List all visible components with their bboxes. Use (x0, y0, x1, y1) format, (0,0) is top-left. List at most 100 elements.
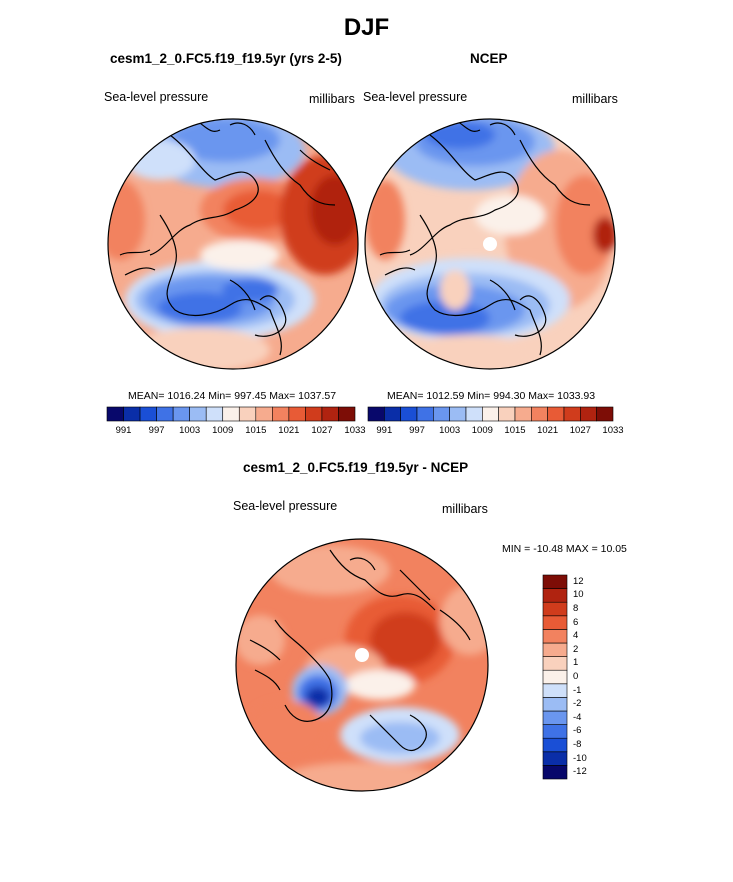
diff-colorbar-swatch (542, 765, 568, 780)
diff-colorbar-tick-label: 2 (573, 643, 579, 655)
diff-stats-text: MIN = -10.48 MAX = 10.05 (502, 543, 627, 555)
obs-colorbar-swatch (449, 406, 467, 422)
obs-pole-mask (483, 237, 497, 251)
diff-colorbar-tick-label: -2 (573, 698, 582, 710)
diff-polar-map (235, 538, 489, 792)
diff-colorbar-swatch (542, 737, 568, 753)
diff-colorbar-tick-label: 0 (573, 671, 579, 682)
diff-colorbar-swatch (542, 629, 568, 644)
diff-colorbar-tick-label: 10 (573, 589, 584, 601)
model-colorbar-tick-label: 997 (148, 425, 165, 436)
obs-colorbar-swatch (367, 406, 385, 422)
diff-colorbar-swatch (542, 574, 568, 589)
diff-colorbar-tick-label: -1 (573, 684, 582, 696)
obs-colorbar-tick-label: 997 (409, 425, 425, 436)
diff-panel-title: cesm1_2_0.FC5.f19_f19.5yr - NCEP (243, 460, 469, 475)
obs-colorbar-swatch (416, 406, 434, 422)
obs-stats-text: MEAN= 1012.59 Min= 994.30 Max= 1033.93 (387, 390, 596, 402)
diff-colorbar-tick-label: 1 (573, 657, 579, 669)
obs-colorbar-tick-label: 1003 (439, 425, 461, 436)
figure-title: DJF (343, 14, 390, 41)
model-colorbar-swatch (305, 406, 323, 422)
obs-colorbar-tick-label: 1009 (471, 425, 493, 436)
model-polar-map (107, 118, 359, 370)
obs-colorbar-swatch (514, 406, 532, 422)
diff-units-label: millibars (442, 502, 488, 516)
diff-colorbar-swatch (542, 615, 568, 630)
obs-colorbar-tick-label: 1015 (504, 425, 526, 436)
model-colorbar-tick-label: 1003 (179, 425, 201, 436)
model-variable-label: Sea-level pressure (104, 90, 209, 104)
obs-colorbar-tick-label: 1021 (537, 425, 559, 436)
obs-colorbar-swatch (384, 406, 401, 422)
obs-polar-map (364, 118, 616, 370)
obs-colorbar-swatch (433, 406, 450, 422)
diff-colorbar-tick-label: -6 (573, 725, 582, 737)
diff-colorbar-tick-label: 8 (573, 603, 579, 614)
obs-variable-label: Sea-level pressure (363, 90, 468, 104)
model-colorbar-swatch (189, 406, 207, 422)
model-colorbar-tick-label: 1015 (245, 425, 267, 436)
obs-colorbar-swatch (465, 406, 483, 422)
diff-colorbar-tick-label: -10 (573, 752, 587, 764)
model-colorbar-tick-label: 1009 (212, 425, 234, 436)
model-colorbar-tick-label: 1021 (278, 425, 300, 436)
model-coastlines (119, 119, 336, 356)
model-colorbar-swatch (338, 406, 356, 422)
model-panel-title: cesm1_2_0.FC5.f19_f19.5yr (yrs 2-5) (110, 51, 342, 66)
obs-panel-title: NCEP (470, 51, 508, 66)
obs-colorbar-swatch (531, 406, 548, 422)
model-colorbar-swatch (205, 406, 224, 422)
diff-colorbar-swatch (542, 669, 568, 685)
model-colorbar-swatch (139, 406, 157, 422)
diff-colorbar-swatch (542, 724, 568, 739)
diff-variable-label: Sea-level pressure (233, 499, 338, 513)
diff-colorbar-tick-label: 6 (573, 616, 579, 628)
diff-colorbar-swatch (542, 642, 568, 657)
diff-colorbar-tick-label: 12 (573, 575, 584, 587)
diff-colorbar-tick-label: -12 (573, 766, 587, 778)
obs-colorbar-tick-label: 1033 (602, 425, 624, 436)
diff-colorbar (542, 574, 568, 780)
obs-colorbar-tick-label: 1027 (569, 425, 591, 436)
diff-pole-mask (355, 648, 369, 662)
model-colorbar-swatch (156, 406, 174, 422)
model-colorbar-swatch (222, 406, 240, 422)
obs-units-label: millibars (572, 92, 618, 106)
model-colorbar-swatch (255, 406, 273, 422)
model-colorbar-swatch (106, 406, 124, 422)
obs-colorbar (367, 406, 614, 422)
diff-colorbar-tick-label: 4 (573, 630, 579, 642)
obs-colorbar-tick-label: 991 (376, 425, 393, 436)
obs-colorbar-swatch (580, 406, 597, 422)
model-colorbar-tick-label: 1033 (344, 425, 366, 436)
obs-colorbar-swatch (563, 406, 581, 422)
obs-colorbar-swatch (482, 406, 499, 422)
model-colorbar-swatch (172, 406, 190, 422)
diff-colorbar-swatch (542, 588, 568, 603)
model-colorbar-swatch (123, 406, 141, 422)
model-colorbar-swatch (321, 406, 339, 422)
obs-colorbar-swatch (547, 406, 565, 422)
model-colorbar-tick-label: 1027 (311, 425, 333, 436)
diff-colorbar-swatch (542, 683, 568, 698)
model-colorbar-swatch (238, 406, 257, 422)
model-stats-text: MEAN= 1016.24 Min= 997.45 Max= 1037.57 (128, 390, 337, 402)
model-colorbar-swatch (288, 406, 306, 422)
diff-colorbar-swatch (542, 710, 568, 725)
model-colorbar-swatch (272, 406, 290, 422)
diff-colorbar-tick-label: -8 (573, 739, 582, 750)
diff-colorbar-tick-label: -4 (573, 711, 582, 723)
obs-colorbar-swatch (400, 406, 418, 422)
diff-colorbar-swatch (542, 656, 568, 671)
model-units-label: millibars (309, 92, 355, 106)
diff-colorbar-swatch (542, 601, 568, 617)
model-colorbar-tick-label: 991 (115, 425, 132, 436)
obs-coastlines (379, 119, 591, 356)
obs-colorbar-swatch (596, 406, 614, 422)
diff-colorbar-swatch (542, 751, 568, 766)
model-colorbar (106, 406, 356, 422)
diff-colorbar-swatch (542, 697, 568, 712)
obs-colorbar-swatch (498, 406, 516, 422)
